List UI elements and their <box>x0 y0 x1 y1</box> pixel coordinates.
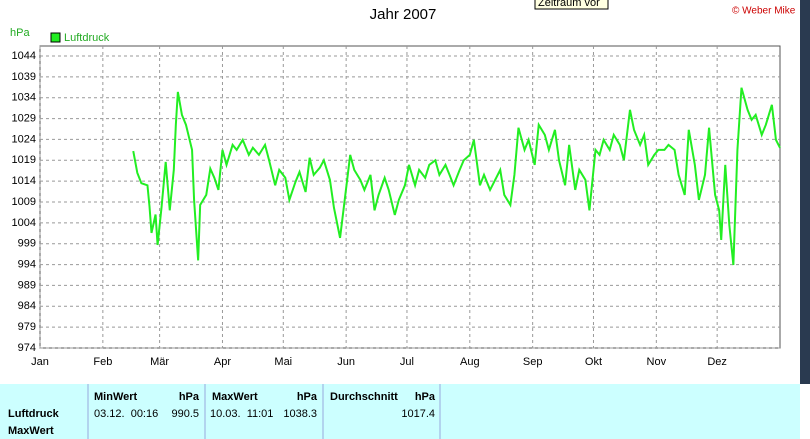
x-tick-label: Mär <box>150 356 169 368</box>
table-cell: 1038.3 <box>283 408 317 420</box>
y-tick-label: 979 <box>18 321 36 333</box>
y-tick-label: 1009 <box>12 196 36 208</box>
table-cell: 1017.4 <box>401 408 435 420</box>
tooltip-box <box>534 0 609 10</box>
x-tick-label: Jul <box>400 356 414 368</box>
x-tick-label: Feb <box>93 356 112 368</box>
y-tick-label: 1019 <box>12 154 36 166</box>
x-tick-label: Mai <box>274 356 292 368</box>
table-cell: 990.5 <box>171 408 199 420</box>
legend-label: Luftdruck <box>64 32 110 44</box>
x-tick-label: Jan <box>31 356 49 368</box>
y-axis-label: hPa <box>10 27 30 39</box>
y-tick-label: 1034 <box>12 92 36 104</box>
y-tick-label: 1039 <box>12 71 36 83</box>
x-tick-label: Nov <box>647 356 667 368</box>
row-label: Luftdruck <box>8 408 60 420</box>
x-tick-label: Sep <box>523 356 543 368</box>
x-tick-label: Dez <box>707 356 727 368</box>
y-tick-label: 999 <box>18 238 36 250</box>
row-label: MaxWert <box>8 425 54 437</box>
table-header: hPa <box>297 391 318 403</box>
table-header: Durchschnitt <box>330 391 398 403</box>
y-tick-label: 989 <box>18 279 36 291</box>
table-header: hPa <box>415 391 436 403</box>
chart-background <box>0 0 810 384</box>
table-header: MaxWert <box>212 391 258 403</box>
x-tick-label: Apr <box>214 356 231 368</box>
y-tick-label: 984 <box>18 300 36 312</box>
table-header: MinWert <box>94 391 138 403</box>
y-tick-label: 1029 <box>12 112 36 124</box>
x-tick-label: Aug <box>460 356 480 368</box>
y-tick-label: 1004 <box>12 217 36 229</box>
y-tick-label: 1024 <box>12 133 36 145</box>
table-header: hPa <box>179 391 200 403</box>
x-tick-label: Okt <box>585 356 602 368</box>
y-tick-label: 1014 <box>12 175 36 187</box>
chart-title: Jahr 2007 <box>370 6 437 23</box>
table-cell: 03.12. 00:16 <box>94 408 158 420</box>
y-tick-label: 994 <box>18 258 36 270</box>
side-bar <box>800 0 810 384</box>
table-background <box>0 384 800 439</box>
legend-swatch <box>50 32 61 43</box>
y-tick-label: 1044 <box>12 50 36 62</box>
tooltip: Zeitraum vor <box>538 0 600 9</box>
table-cell: 10.03. 11:01 <box>210 408 273 420</box>
plot: 974 979 984 989 994 999 1004 1009 1014 1019 1024 10… <box>12 32 781 368</box>
y-tick-label: 974 <box>18 342 36 354</box>
copyright: © Weber Mike <box>732 6 796 17</box>
x-tick-label: Jun <box>337 356 355 368</box>
series-line <box>132 87 781 266</box>
